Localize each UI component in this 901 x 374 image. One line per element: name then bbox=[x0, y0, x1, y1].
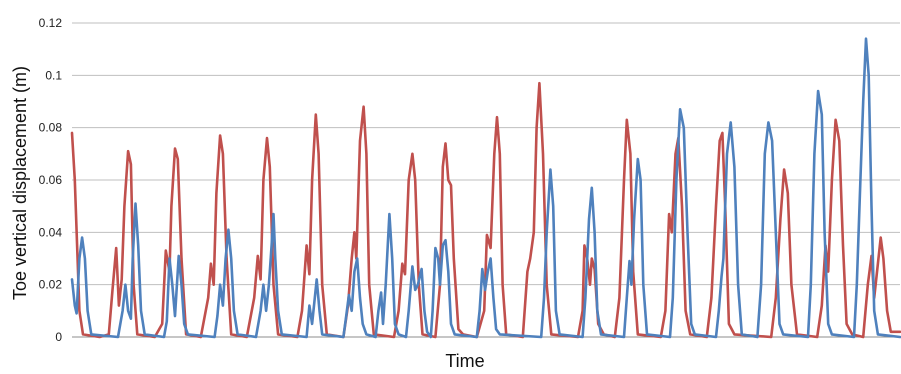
x-axis-title: Time bbox=[445, 351, 484, 371]
y-tick-label: 0.06 bbox=[39, 173, 63, 187]
y-axis-tick-labels: 0 0.02 0.04 0.06 0.08 0.1 0.12 bbox=[39, 16, 63, 344]
series-line-blue bbox=[70, 37, 901, 339]
y-tick-label: 0.1 bbox=[45, 68, 62, 82]
y-axis-title: Toe vertical displacement (m) bbox=[10, 66, 30, 300]
series-lines bbox=[70, 37, 901, 339]
y-tick-label: 0.12 bbox=[39, 16, 63, 30]
y-tick-label: 0.04 bbox=[39, 225, 63, 239]
y-tick-label: 0 bbox=[55, 330, 62, 344]
y-tick-label: 0.08 bbox=[39, 121, 63, 135]
y-tick-label: 0.02 bbox=[39, 278, 63, 292]
